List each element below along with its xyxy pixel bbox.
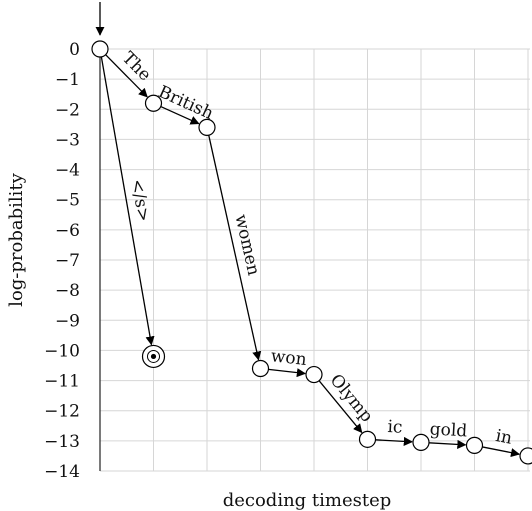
beam-node — [465, 436, 484, 454]
y-tick-label: −7 — [55, 251, 80, 271]
y-tick-label: −11 — [44, 372, 80, 392]
edge-label: ic — [387, 417, 403, 438]
y-tick-label: −5 — [55, 191, 80, 211]
edge-label: </s> — [127, 178, 154, 224]
edge-label: gold — [429, 419, 468, 441]
edge-arrow — [160, 105, 200, 125]
y-tick-label: −12 — [44, 402, 80, 422]
beam-node — [519, 447, 532, 465]
y-tick-label: 0 — [69, 40, 80, 60]
edge-label: in — [494, 426, 514, 449]
beam-node — [144, 94, 163, 112]
grid — [100, 48, 530, 472]
edge-arrow — [318, 380, 363, 434]
beam-node — [198, 118, 216, 136]
nodes — [91, 40, 532, 465]
y-tick-label: −13 — [44, 432, 80, 452]
y-tick-label: −6 — [55, 221, 80, 241]
axes: 0 −1 −2 −3 −4 −5 −6 −7 −8 −9 −10 −11 −12 −13 −14 — [44, 2, 105, 482]
y-tick-label: −8 — [55, 281, 80, 301]
beam-node — [305, 365, 323, 384]
y-tick-label: −4 — [55, 161, 80, 181]
edge-arrow — [428, 439, 467, 449]
edge-arrow — [208, 135, 262, 361]
y-tick-label: −9 — [55, 311, 80, 331]
y-tick-label: −10 — [44, 341, 80, 361]
y-tick-label: −14 — [44, 462, 80, 482]
beam-node — [251, 359, 270, 378]
y-tick-label: −2 — [55, 100, 80, 120]
edge-arrow — [105, 54, 148, 98]
beam-node — [412, 433, 430, 451]
edge-arrow — [375, 436, 413, 446]
y-axis-label: log-probability — [6, 172, 27, 306]
y-tick-label: −1 — [55, 70, 80, 90]
x-axis-label: decoding timestep — [223, 490, 392, 511]
edge-arrow — [268, 368, 306, 378]
beam-node — [91, 40, 109, 58]
edge-label: women — [230, 213, 263, 278]
edge-arrow — [100, 56, 155, 346]
edges — [100, 54, 521, 458]
beam-node — [358, 430, 377, 448]
terminal-node-dot — [150, 353, 157, 360]
edge-arrow — [482, 446, 521, 458]
edge-label: won — [270, 346, 308, 370]
y-tick-label: −3 — [55, 130, 80, 150]
